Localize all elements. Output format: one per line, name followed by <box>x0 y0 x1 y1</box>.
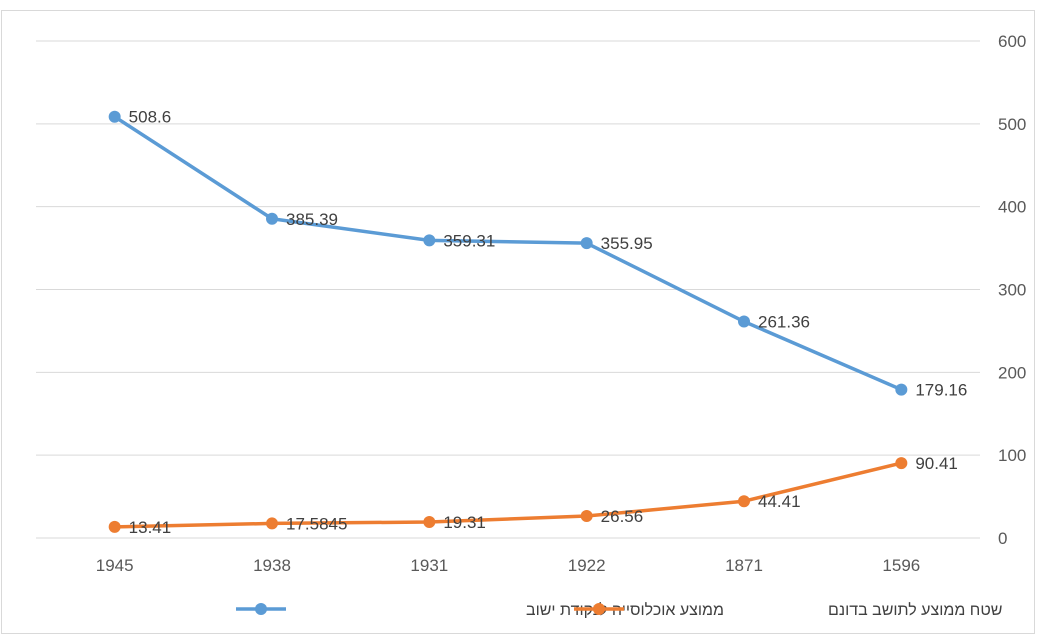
legend-item-1: שטח ממוצע לתושב בדונם <box>574 601 1002 619</box>
data-label: 385.39 <box>286 210 338 229</box>
data-point <box>895 383 908 396</box>
line-chart: 0 100 200 300 400 500 600 1945 1938 1931 1922 1871… <box>36 32 1026 619</box>
x-tick-label: 1931 <box>410 556 448 575</box>
y-axis-ticks: 0 100 200 300 400 500 600 <box>998 32 1026 548</box>
chart-frame: 0 100 200 300 400 500 600 1945 1938 1931 1922 1871… <box>1 10 1035 634</box>
data-point <box>266 212 278 225</box>
data-label: 90.41 <box>915 454 958 473</box>
series-line-0 <box>112 114 904 392</box>
data-point <box>423 234 436 247</box>
data-point <box>266 517 278 530</box>
y-tick-label: 400 <box>998 198 1026 217</box>
data-point <box>423 516 436 529</box>
y-tick-label: 600 <box>998 32 1026 51</box>
x-tick-label: 1922 <box>568 556 606 575</box>
legend-marker <box>255 603 267 615</box>
data-label: 26.56 <box>601 507 644 526</box>
legend-marker <box>593 603 605 615</box>
data-point <box>108 520 121 533</box>
x-tick-label: 1945 <box>96 556 134 575</box>
data-point <box>895 457 908 470</box>
legend: ממוצע אוכלוסייה לנקודת ישוב שטח ממוצע לתו… <box>236 601 1002 619</box>
x-tick-label: 1596 <box>882 556 920 575</box>
data-point <box>580 237 593 250</box>
data-labels: 508.6 385.39 359.31 355.95 261.36 179.16 13.41… <box>129 108 968 537</box>
data-label: 261.36 <box>758 313 810 332</box>
data-point <box>580 509 593 522</box>
data-point <box>738 315 750 328</box>
data-point <box>108 110 121 123</box>
y-tick-label: 500 <box>998 115 1026 134</box>
data-label: 355.95 <box>601 234 653 253</box>
series-group <box>108 110 908 533</box>
data-label: 359.31 <box>443 231 495 250</box>
y-tick-label: 0 <box>998 529 1007 548</box>
y-tick-label: 200 <box>998 363 1026 382</box>
data-label: 44.41 <box>758 492 801 511</box>
data-point <box>738 495 750 508</box>
data-label: 13.41 <box>129 518 172 537</box>
series-line-1 <box>112 461 904 529</box>
legend-label: שטח ממוצע לתושב בדונם <box>828 601 1002 619</box>
data-label: 17.5845 <box>286 514 347 533</box>
x-tick-label: 1938 <box>253 556 291 575</box>
gridlines <box>36 40 980 539</box>
y-tick-label: 100 <box>998 446 1026 465</box>
data-label: 19.31 <box>443 513 486 532</box>
data-label: 508.6 <box>129 108 172 127</box>
legend-label: ממוצע אוכלוסייה לנקודת ישוב <box>526 601 724 619</box>
x-axis-ticks: 1945 1938 1931 1922 1871 1596 <box>96 556 920 575</box>
data-label: 179.16 <box>915 381 967 400</box>
y-tick-label: 300 <box>998 281 1026 300</box>
x-tick-label: 1871 <box>725 556 763 575</box>
legend-item-0: ממוצע אוכלוסייה לנקודת ישוב <box>236 601 724 619</box>
